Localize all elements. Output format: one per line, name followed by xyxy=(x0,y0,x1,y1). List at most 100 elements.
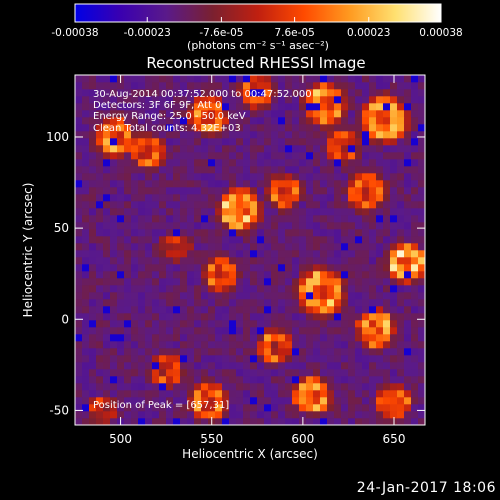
heatmap-cell xyxy=(397,166,405,174)
heatmap-cell xyxy=(152,89,160,97)
heatmap-cell xyxy=(138,229,146,237)
heatmap-cell xyxy=(271,404,279,412)
heatmap-cell xyxy=(299,194,307,202)
heatmap-cell xyxy=(418,327,426,335)
heatmap-cell xyxy=(215,89,223,97)
heatmap-cell xyxy=(411,117,419,125)
heatmap-cell xyxy=(215,110,223,118)
heatmap-cell xyxy=(222,250,230,258)
heatmap-cell xyxy=(187,159,195,167)
heatmap-cell xyxy=(243,397,251,405)
heatmap-cell xyxy=(257,124,265,132)
heatmap-cell xyxy=(166,152,174,160)
heatmap-cell xyxy=(187,215,195,223)
heatmap-cell xyxy=(173,299,181,307)
heatmap-cell xyxy=(96,362,104,370)
heatmap-cell xyxy=(292,264,300,272)
heatmap-cell xyxy=(208,222,216,230)
heatmap-cell xyxy=(257,201,265,209)
heatmap-cell xyxy=(278,103,286,111)
heatmap-cell xyxy=(292,313,300,321)
heatmap-cell xyxy=(362,152,370,160)
heatmap-cell xyxy=(110,376,118,384)
heatmap-cell xyxy=(145,166,153,174)
heatmap-cell xyxy=(96,404,104,412)
heatmap-cell xyxy=(411,320,419,328)
heatmap-cell xyxy=(348,82,356,90)
heatmap-cell xyxy=(138,320,146,328)
heatmap-cell xyxy=(397,159,405,167)
heatmap-cell xyxy=(355,215,363,223)
heatmap-cell xyxy=(173,390,181,398)
heatmap-cell xyxy=(117,180,125,188)
heatmap-cell xyxy=(222,124,230,132)
heatmap-cell xyxy=(390,110,398,118)
heatmap-cell xyxy=(271,257,279,265)
heatmap-cell xyxy=(82,110,90,118)
heatmap-cell xyxy=(194,222,202,230)
heatmap-cell xyxy=(327,376,335,384)
heatmap-cell xyxy=(390,124,398,132)
heatmap-cell xyxy=(376,313,384,321)
heatmap-cell xyxy=(243,411,251,419)
heatmap-cell xyxy=(404,257,412,265)
heatmap-cell xyxy=(131,124,139,132)
heatmap-cell xyxy=(411,201,419,209)
heatmap-cell xyxy=(138,341,146,349)
heatmap-cell xyxy=(229,180,237,188)
heatmap-cell xyxy=(411,145,419,153)
heatmap-cell xyxy=(166,222,174,230)
heatmap-cell xyxy=(278,376,286,384)
heatmap-cell xyxy=(173,138,181,146)
heatmap-cell xyxy=(89,418,97,426)
heatmap-cell xyxy=(306,383,314,391)
heatmap-cell xyxy=(341,390,349,398)
heatmap-cell xyxy=(341,159,349,167)
heatmap-cell xyxy=(131,264,139,272)
heatmap-cell xyxy=(320,159,328,167)
heatmap-cell xyxy=(124,376,132,384)
heatmap-cell xyxy=(236,278,244,286)
heatmap-cell xyxy=(285,334,293,342)
heatmap-cell xyxy=(306,229,314,237)
heatmap-cell xyxy=(138,264,146,272)
heatmap-cell xyxy=(75,404,83,412)
heatmap-cell xyxy=(236,383,244,391)
heatmap-cell xyxy=(166,348,174,356)
heatmap-cell xyxy=(390,278,398,286)
colorbar-unit-label: (photons cm⁻² s⁻¹ asec⁻²) xyxy=(187,39,329,52)
heatmap-cell xyxy=(180,271,188,279)
heatmap-cell xyxy=(264,355,272,363)
heatmap-cell xyxy=(82,390,90,398)
heatmap-cell xyxy=(201,334,209,342)
heatmap-cell xyxy=(418,271,426,279)
heatmap-cell xyxy=(222,75,230,83)
heatmap-cell xyxy=(229,376,237,384)
heatmap-cell xyxy=(264,243,272,251)
heatmap-cell xyxy=(229,418,237,426)
heatmap-cell xyxy=(222,96,230,104)
heatmap-cell xyxy=(313,208,321,216)
heatmap-cell xyxy=(96,229,104,237)
heatmap-cell xyxy=(208,110,216,118)
heatmap-cell xyxy=(145,250,153,258)
heatmap-cell xyxy=(117,292,125,300)
heatmap-cell xyxy=(320,117,328,125)
heatmap-cell xyxy=(348,243,356,251)
heatmap-cell xyxy=(334,334,342,342)
heatmap-cell xyxy=(397,250,405,258)
heatmap-cell xyxy=(285,145,293,153)
heatmap-cell xyxy=(313,103,321,111)
heatmap-cell xyxy=(173,383,181,391)
heatmap-cell xyxy=(418,334,426,342)
heatmap-cell xyxy=(131,411,139,419)
heatmap-cell xyxy=(348,292,356,300)
heatmap-cell xyxy=(418,215,426,223)
heatmap-cell xyxy=(257,110,265,118)
heatmap-cell xyxy=(173,369,181,377)
heatmap-cell xyxy=(320,194,328,202)
heatmap-cell xyxy=(397,243,405,251)
heatmap-cell xyxy=(376,299,384,307)
heatmap-cell xyxy=(334,117,342,125)
heatmap-cell xyxy=(201,313,209,321)
